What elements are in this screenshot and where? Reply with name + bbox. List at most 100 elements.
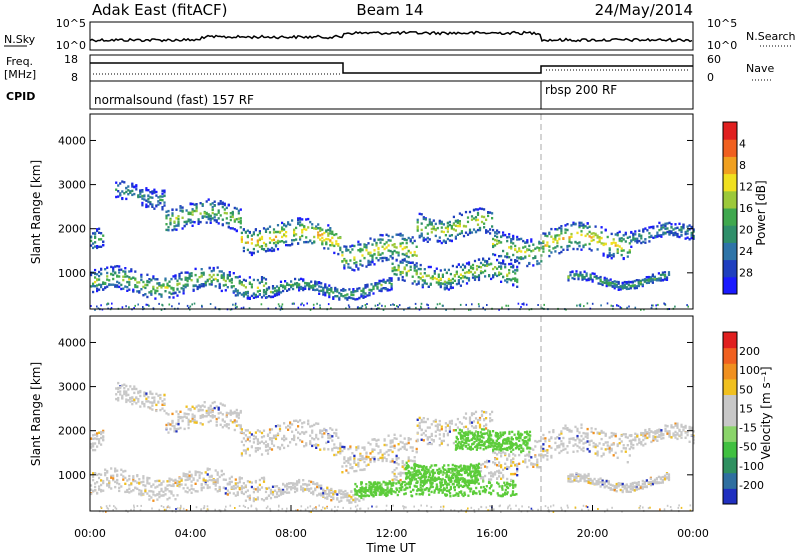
heatmap-cell: [504, 484, 507, 487]
heatmap-cell: [339, 248, 342, 252]
heatmap-cell: [634, 233, 637, 236]
heatmap-cell: [362, 498, 365, 501]
heatmap-cell: [177, 427, 180, 430]
heatmap-cell: [568, 236, 571, 239]
heatmap-cell: [382, 489, 385, 492]
heatmap-cell: [620, 450, 623, 453]
heatmap-cell: [364, 284, 367, 287]
heatmap-cell: [110, 283, 113, 286]
heatmap-cell: [267, 494, 271, 497]
heatmap-cell: [589, 275, 592, 278]
heatmap-cell: [246, 290, 249, 294]
heatmap-cell: [252, 251, 255, 255]
heatmap-cell: [333, 453, 336, 457]
heatmap-cell: [192, 478, 195, 481]
heatmap-cell: [352, 293, 355, 297]
heatmap-cell: [92, 478, 95, 482]
heatmap-cell: [190, 279, 193, 282]
heatmap-cell: [403, 480, 406, 484]
heatmap-cell: [603, 281, 606, 284]
freq-tick-top: 18: [64, 53, 78, 66]
heatmap-cell: [239, 424, 242, 427]
heatmap-cell: [148, 477, 151, 480]
heatmap-cell: [454, 235, 457, 238]
heatmap-cell: [217, 211, 220, 214]
heatmap-cell: [100, 304, 102, 307]
heatmap-cell: [680, 431, 683, 434]
heatmap-cell: [172, 296, 175, 299]
heatmap-cell: [608, 445, 611, 448]
heatmap-cell: [411, 254, 414, 257]
heatmap-cell: [534, 455, 537, 458]
heatmap-cell: [381, 256, 384, 260]
heatmap-cell: [290, 488, 293, 491]
heatmap-cell: [194, 267, 197, 271]
heatmap-cell: [275, 289, 279, 293]
heatmap-cell: [556, 239, 559, 243]
heatmap-cell: [331, 236, 334, 239]
heatmap-cell: [309, 308, 312, 311]
heatmap-cell: [272, 444, 276, 447]
heatmap-cell: [286, 482, 289, 486]
heatmap-cell: [170, 492, 173, 495]
heatmap-cell: [164, 489, 167, 492]
heatmap-cell: [393, 269, 396, 272]
heatmap-cell: [441, 273, 444, 276]
heatmap-cell: [576, 429, 579, 433]
heatmap-cell: [160, 293, 163, 296]
heatmap-cell: [390, 484, 393, 487]
heatmap-cell: [236, 292, 239, 295]
heatmap-cell: [266, 452, 270, 455]
heatmap-cell: [569, 274, 572, 277]
heatmap-cell: [431, 275, 434, 278]
heatmap-cell: [391, 445, 394, 448]
heatmap-cell: [213, 200, 216, 203]
heatmap-cell: [647, 281, 650, 284]
heatmap-cell: [285, 243, 288, 247]
heatmap-cell: [440, 439, 443, 443]
heatmap-cell: [174, 481, 177, 484]
heatmap-cell: [143, 391, 146, 394]
heatmap-cell: [235, 207, 238, 210]
heatmap-cell: [170, 490, 173, 493]
heatmap-cell: [264, 292, 268, 295]
heatmap-cell: [579, 303, 582, 306]
heatmap-cell: [254, 447, 257, 450]
heatmap-cell: [131, 387, 134, 391]
heatmap-cell: [446, 432, 449, 435]
heatmap-cell: [600, 429, 603, 433]
heatmap-cell: [608, 449, 611, 452]
heatmap-cell: [260, 276, 264, 279]
heatmap-cell: [262, 294, 266, 297]
heatmap-cell: [660, 431, 663, 434]
heatmap-cell: [258, 447, 261, 450]
heatmap-cell: [393, 245, 396, 249]
heatmap-cell: [240, 487, 243, 490]
heatmap-cell: [110, 476, 113, 479]
heatmap-cell: [616, 443, 619, 446]
heatmap-cell: [291, 423, 294, 426]
heatmap-cell: [169, 217, 172, 221]
heatmap-cell: [273, 294, 277, 297]
heatmap-cell: [187, 413, 190, 416]
heatmap-cell: [582, 244, 585, 247]
heatmap-cell: [448, 220, 451, 224]
heatmap-cell: [437, 273, 440, 276]
heatmap-cell: [435, 281, 438, 284]
heatmap-cell: [465, 282, 469, 285]
heatmap-cell: [193, 418, 196, 422]
heatmap-cell: [522, 239, 525, 243]
heatmap-cell: [163, 402, 166, 405]
heatmap-cell: [194, 490, 197, 493]
heatmap-cell: [483, 410, 486, 414]
heatmap-cell: [318, 289, 321, 293]
heatmap-cell: [572, 247, 575, 251]
heatmap-cell: [360, 295, 363, 298]
heatmap-cell: [234, 290, 237, 293]
heatmap-cell: [202, 285, 205, 288]
heatmap-cell: [308, 285, 311, 288]
heatmap-cell: [148, 489, 151, 493]
heatmap-cell: [134, 304, 136, 307]
heatmap-cell: [656, 431, 659, 434]
heatmap-cell: [676, 424, 679, 427]
